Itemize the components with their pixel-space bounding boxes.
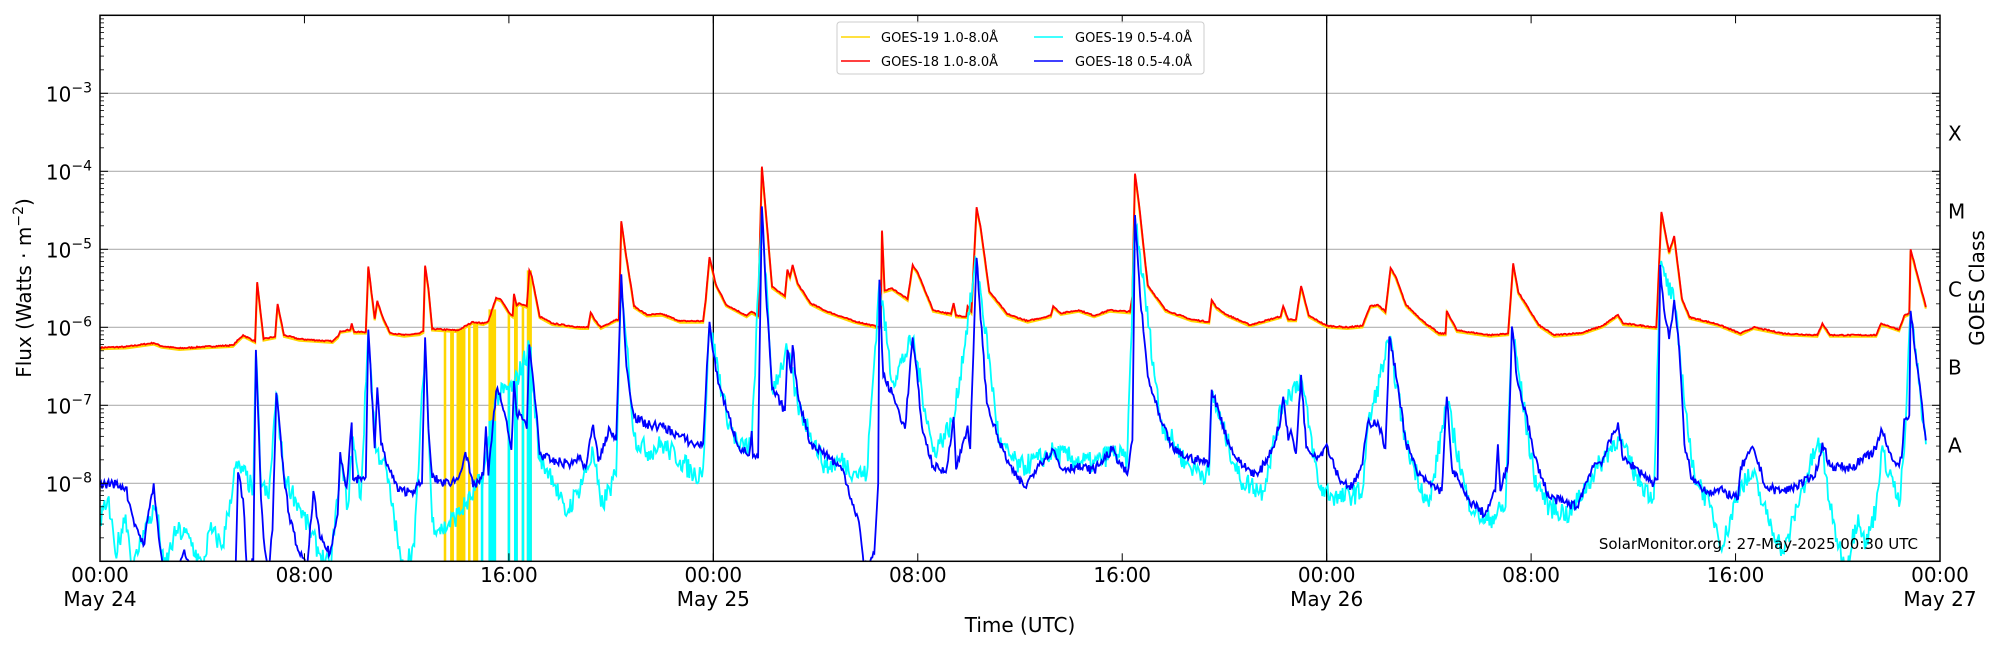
x-tick-time: 00:00 <box>1298 563 1356 587</box>
legend-label-goes19-long: GOES-19 1.0-8.0Å <box>881 30 998 46</box>
goes-class-label-c: C <box>1948 277 1962 301</box>
series-line-goes18-short <box>100 206 1927 562</box>
x-axis-label: Time (UTC) <box>964 613 1076 637</box>
legend-label-goes19-short: GOES-19 0.5-4.0Å <box>1075 30 1192 46</box>
series-dropout-goes19-long <box>473 322 479 562</box>
goes-class-label-m: M <box>1948 199 1965 223</box>
x-tick-time: 08:00 <box>889 563 947 587</box>
y-tick-label: 10−8 <box>46 470 92 496</box>
y-tick-label: 10−3 <box>46 80 92 106</box>
source-annotation: SolarMonitor.org : 27-May-2025 00:30 UTC <box>1599 535 1918 553</box>
goes-class-label-a: A <box>1948 433 1962 457</box>
x-tick-time: 00:00 <box>685 563 743 587</box>
x-tick-time: 08:00 <box>276 563 334 587</box>
goes-class-labels: X M C B A <box>1948 121 1965 457</box>
y-tick-label: 10−4 <box>46 158 92 184</box>
x-tick-date: May 26 <box>1290 587 1363 611</box>
x-tick-date: May 25 <box>677 587 750 611</box>
goes-class-label-x: X <box>1948 121 1962 145</box>
day-boundary-lines <box>712 15 1328 562</box>
series-dropout-goes19-short <box>526 346 532 562</box>
x-tick-date: May 27 <box>1903 587 1976 611</box>
x-tick-date: May 24 <box>63 587 136 611</box>
legend-label-goes18-long: GOES-18 1.0-8.0Å <box>881 54 998 70</box>
series-dropout-goes19-long <box>443 329 447 562</box>
series-dropout-goes19-short <box>507 389 511 562</box>
series-dropout-goes19-short <box>514 380 518 562</box>
x-tick-time: 00:00 <box>1911 563 1969 587</box>
x-tick-time: 08:00 <box>1502 563 1560 587</box>
y-axis-label: Flux (Watts · m−2) <box>11 198 36 378</box>
y-tick-labels: 10−3 10−4 10−5 10−6 10−7 10−8 <box>46 80 92 496</box>
axis-ticks <box>99 15 1941 562</box>
legend-box <box>836 21 1205 75</box>
series-dropout-goes19-short <box>480 477 484 562</box>
series-dropout-goes19-long <box>456 328 466 562</box>
goes-class-label-b: B <box>1948 355 1962 379</box>
y-tick-label: 10−7 <box>46 392 92 418</box>
series-line-goes18-long <box>100 166 1927 350</box>
right-axis-label: GOES Class <box>1965 230 1989 346</box>
x-tick-time: 16:00 <box>480 563 538 587</box>
x-tick-time: 16:00 <box>1707 563 1765 587</box>
y-tick-label: 10−5 <box>46 236 92 262</box>
legend-label-goes18-short: GOES-18 0.5-4.0Å <box>1075 54 1192 70</box>
series-line-goes19-long <box>100 168 1927 352</box>
plot-frame <box>99 14 1941 563</box>
legend: GOES-19 1.0-8.0Å GOES-18 1.0-8.0Å GOES-1… <box>836 21 1205 75</box>
series-layer <box>100 166 1927 562</box>
series-dropout-goes19-short <box>521 363 525 562</box>
series-dropout-goes19-long <box>468 323 471 562</box>
x-tick-time: 00:00 <box>71 563 129 587</box>
x-tick-time: 16:00 <box>1093 563 1151 587</box>
series-dropout-goes19-long <box>450 330 454 562</box>
series-dropout-goes19-short <box>488 420 497 562</box>
y-tick-label: 10−6 <box>46 314 92 340</box>
